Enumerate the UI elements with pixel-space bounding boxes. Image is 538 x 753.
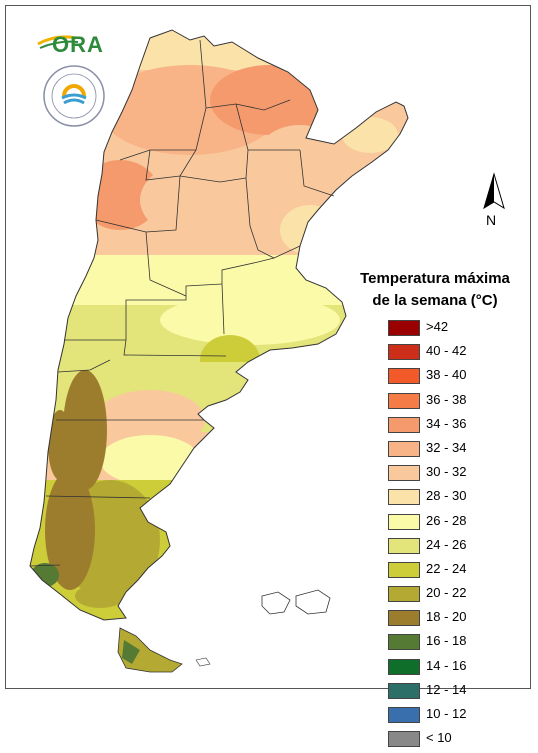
north-label: N	[486, 212, 497, 228]
legend-label: 32 - 34	[426, 439, 467, 455]
legend-label: 36 - 38	[426, 391, 467, 407]
legend-item: 14 - 16	[388, 657, 508, 681]
legend-swatch	[388, 416, 420, 433]
legend-swatch	[388, 707, 420, 723]
legend-item: 34 - 36	[388, 415, 508, 439]
legend-item: 16 - 18	[388, 632, 508, 656]
north-arrow-icon	[483, 172, 505, 210]
legend-label: 20 - 22	[426, 585, 467, 601]
legend-swatch	[388, 586, 420, 603]
ora-logo	[37, 35, 79, 49]
legend-item: 38 - 40	[388, 366, 508, 390]
legend-title: Temperatura máxima de la semana (°C)	[340, 268, 530, 312]
legend-swatch	[388, 561, 420, 578]
legend-item: 40 - 42	[388, 342, 508, 366]
temperature-map	[29, 29, 409, 673]
legend-swatch	[388, 489, 420, 506]
legend-swatch	[388, 344, 420, 361]
legend-label: 18 - 20	[426, 609, 467, 625]
legend-item: 30 - 32	[388, 463, 508, 487]
legend-item: 22 - 24	[388, 560, 508, 584]
legend-swatch	[388, 731, 420, 748]
smn-seal-logo	[43, 65, 105, 127]
legend-item: 32 - 34	[388, 439, 508, 463]
legend-swatch	[388, 610, 420, 627]
legend-label: 26 - 28	[426, 512, 467, 528]
legend-swatch	[388, 368, 420, 385]
legend-label: 12 - 14	[426, 681, 467, 697]
ora-logo-text: ORA	[52, 32, 104, 57]
legend-item: 26 - 28	[388, 512, 508, 536]
legend-swatch	[388, 465, 420, 482]
legend-swatch	[388, 513, 420, 530]
legend-item: 18 - 20	[388, 608, 508, 632]
legend-swatch	[388, 658, 420, 675]
legend-label: 38 - 40	[426, 367, 467, 383]
legend-swatch	[388, 682, 420, 699]
legend-item: 36 - 38	[388, 391, 508, 415]
legend-label: >42	[426, 319, 449, 334]
legend-item: 28 - 30	[388, 487, 508, 511]
legend-item: >42	[388, 318, 508, 342]
legend-item: 24 - 26	[388, 536, 508, 560]
legend-label: 34 - 36	[426, 415, 467, 431]
legend: >42 40 - 42 38 - 40 36 - 38 34 - 36 32 - 34 30…	[388, 318, 508, 753]
legend-label: 10 - 12	[426, 706, 467, 721]
legend-title-line-2: de la semana (°C)	[372, 292, 498, 309]
legend-label: 28 - 30	[426, 488, 467, 504]
legend-item: 12 - 14	[388, 681, 508, 705]
legend-swatch	[388, 537, 420, 554]
legend-swatch	[388, 320, 420, 336]
legend-swatch	[388, 440, 420, 457]
legend-swatch	[388, 634, 420, 651]
legend-label: 22 - 24	[426, 560, 467, 576]
legend-label: 24 - 26	[426, 536, 467, 552]
legend-label: 30 - 32	[426, 464, 467, 480]
legend-item: 20 - 22	[388, 584, 508, 608]
legend-label: 16 - 18	[426, 633, 467, 649]
legend-item: 10 - 12	[388, 705, 508, 729]
legend-label: < 10	[426, 730, 452, 746]
map-frame	[5, 5, 531, 689]
legend-item: < 10	[388, 729, 508, 753]
legend-label: 14 - 16	[426, 657, 467, 673]
legend-swatch	[388, 392, 420, 409]
legend-title-line-1: Temperatura máxima	[360, 270, 510, 287]
legend-label: 40 - 42	[426, 343, 467, 359]
